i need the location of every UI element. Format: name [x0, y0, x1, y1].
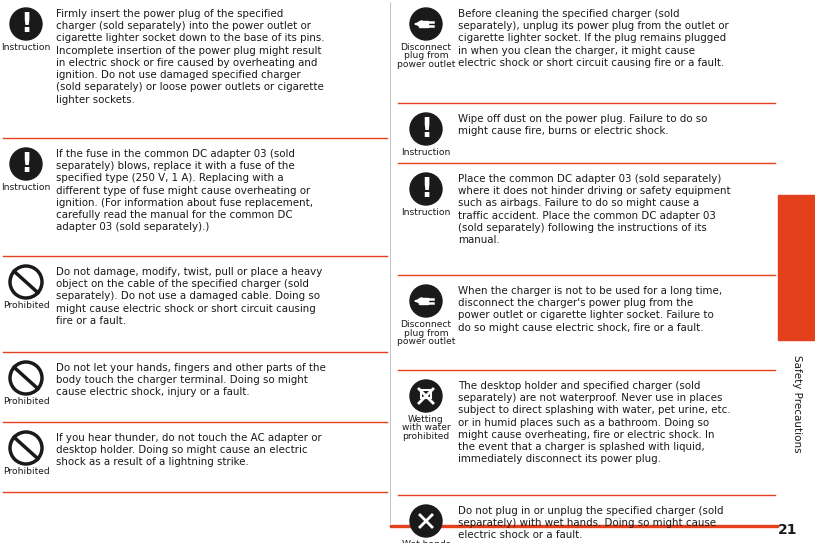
Text: 21: 21	[778, 523, 797, 537]
Text: Wet hands: Wet hands	[402, 540, 451, 543]
Text: !: !	[420, 117, 432, 143]
Circle shape	[410, 173, 442, 205]
Text: The desktop holder and specified charger (sold
separately) are not waterproof. N: The desktop holder and specified charger…	[458, 381, 730, 464]
Text: !: !	[20, 152, 32, 178]
Text: plug from: plug from	[403, 329, 448, 338]
Text: Prohibited: Prohibited	[2, 397, 50, 406]
Bar	[419, 21, 428, 27]
Text: Safety Precautions: Safety Precautions	[792, 355, 803, 453]
Text: power outlet: power outlet	[397, 60, 456, 69]
Circle shape	[410, 380, 442, 412]
Text: Firmly insert the power plug of the specified
charger (sold separately) into the: Firmly insert the power plug of the spec…	[56, 9, 324, 105]
Circle shape	[410, 8, 442, 40]
Bar	[421, 390, 431, 398]
Text: !: !	[420, 177, 432, 203]
Bar	[778, 195, 815, 340]
Circle shape	[410, 285, 442, 317]
Circle shape	[10, 148, 42, 180]
Text: Prohibited: Prohibited	[2, 467, 50, 476]
Text: Prohibited: Prohibited	[2, 301, 50, 310]
Circle shape	[410, 113, 442, 145]
Text: prohibited: prohibited	[403, 432, 450, 441]
Circle shape	[410, 505, 442, 537]
Circle shape	[10, 8, 42, 40]
Text: Disconnect: Disconnect	[400, 320, 452, 329]
Text: Wipe off dust on the power plug. Failure to do so
might cause fire, burns or ele: Wipe off dust on the power plug. Failure…	[458, 114, 707, 136]
Bar	[419, 298, 428, 304]
Text: Wetting: Wetting	[408, 415, 444, 424]
Text: Disconnect: Disconnect	[400, 43, 452, 52]
Text: !: !	[20, 12, 32, 38]
Bar	[390, 525, 778, 527]
Text: Instruction: Instruction	[401, 148, 451, 157]
Text: If the fuse in the common DC adapter 03 (sold
separately) blows, replace it with: If the fuse in the common DC adapter 03 …	[56, 149, 313, 232]
Text: Place the common DC adapter 03 (sold separately)
where it does not hinder drivin: Place the common DC adapter 03 (sold sep…	[458, 174, 730, 245]
Text: Do not plug in or unplug the specified charger (sold
separately) with wet hands.: Do not plug in or unplug the specified c…	[458, 506, 724, 540]
Text: with water: with water	[402, 424, 451, 433]
Text: power outlet: power outlet	[397, 337, 456, 346]
Text: Instruction: Instruction	[401, 208, 451, 217]
Text: Do not let your hands, fingers and other parts of the
body touch the charger ter: Do not let your hands, fingers and other…	[56, 363, 326, 397]
Text: Do not damage, modify, twist, pull or place a heavy
object on the cable of the s: Do not damage, modify, twist, pull or pl…	[56, 267, 323, 326]
Text: Instruction: Instruction	[2, 43, 51, 52]
Text: Before cleaning the specified charger (sold
separately), unplug its power plug f: Before cleaning the specified charger (s…	[458, 9, 729, 68]
Text: If you hear thunder, do not touch the AC adapter or
desktop holder. Doing so mig: If you hear thunder, do not touch the AC…	[56, 433, 322, 468]
Text: When the charger is not to be used for a long time,
disconnect the charger's pow: When the charger is not to be used for a…	[458, 286, 722, 333]
Text: plug from: plug from	[403, 52, 448, 60]
Text: Instruction: Instruction	[2, 183, 51, 192]
